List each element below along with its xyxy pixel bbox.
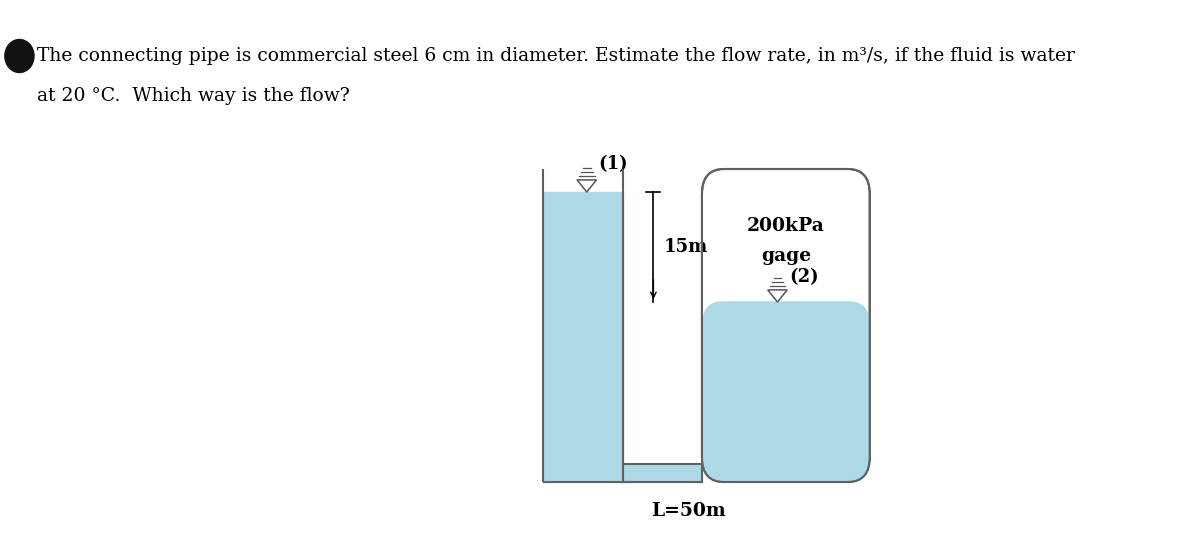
- FancyBboxPatch shape: [703, 302, 869, 481]
- Text: (1): (1): [599, 155, 628, 173]
- Text: 200kPa: 200kPa: [746, 217, 824, 235]
- Polygon shape: [577, 180, 596, 192]
- Bar: [623, 464, 702, 482]
- Text: 15m: 15m: [664, 238, 708, 256]
- FancyBboxPatch shape: [702, 169, 870, 482]
- Text: (2): (2): [788, 268, 818, 286]
- Circle shape: [5, 40, 34, 72]
- Text: gage: gage: [761, 247, 811, 265]
- Text: at 20 °C.  Which way is the flow?: at 20 °C. Which way is the flow?: [37, 87, 350, 105]
- Text: The connecting pipe is commercial steel 6 cm in diameter. Estimate the flow rate: The connecting pipe is commercial steel …: [37, 47, 1075, 65]
- Bar: [544, 192, 623, 482]
- Text: L=50m: L=50m: [652, 502, 726, 520]
- Polygon shape: [768, 290, 787, 302]
